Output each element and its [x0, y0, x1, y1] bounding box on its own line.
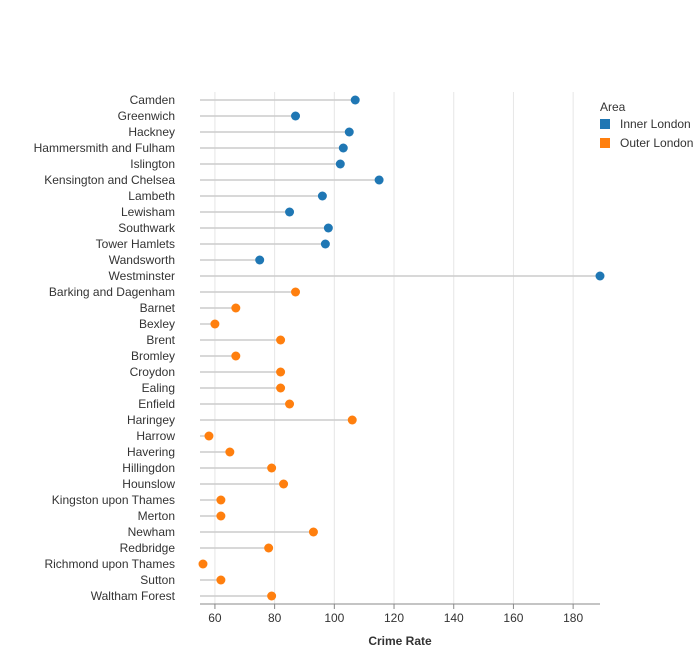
dot-merton [216, 511, 226, 521]
category-label-brent: Brent [146, 333, 175, 347]
dot-camden [350, 95, 360, 105]
category-label-greenwich: Greenwich [118, 109, 175, 123]
dot-kingston-upon-thames [216, 495, 226, 505]
x-axis-title: Crime Rate [368, 634, 432, 648]
category-label-haringey: Haringey [127, 413, 175, 427]
dot-barking-and-dagenham [291, 287, 301, 297]
legend-label-inner-london: Inner London [620, 117, 691, 131]
category-label-barnet: Barnet [140, 301, 176, 315]
dot-wandsworth [255, 255, 265, 265]
category-label-islington: Islington [130, 157, 175, 171]
tick-label-160: 160 [503, 611, 523, 625]
dot-hillingdon [267, 463, 277, 473]
dot-hackney [344, 127, 354, 137]
grid-lines [214, 92, 574, 604]
category-label-barking-and-dagenham: Barking and Dagenham [49, 285, 175, 299]
category-label-lambeth: Lambeth [128, 189, 175, 203]
dot-kensington-and-chelsea [374, 175, 384, 185]
category-label-waltham-forest: Waltham Forest [91, 589, 176, 603]
category-label-kingston-upon-thames: Kingston upon Thames [52, 493, 175, 507]
dot-westminster [595, 271, 605, 281]
dot-waltham-forest [267, 591, 277, 601]
category-label-bromley: Bromley [131, 349, 175, 363]
dot-hounslow [279, 479, 289, 489]
category-label-bexley: Bexley [139, 317, 175, 331]
dot-lambeth [317, 191, 327, 201]
tick-label-60: 60 [208, 611, 222, 625]
legend-title: Area [600, 100, 626, 114]
category-label-havering: Havering [127, 445, 175, 459]
dot-redbridge [264, 543, 274, 553]
category-label-newham: Newham [128, 525, 175, 539]
dot-southwark [323, 223, 333, 233]
dot-greenwich [291, 111, 301, 121]
legend-entries: Inner London Outer London [600, 117, 693, 150]
category-label-westminster: Westminster [109, 269, 175, 283]
category-label-tower-hamlets: Tower Hamlets [96, 237, 175, 251]
category-label-hillingdon: Hillingdon [122, 461, 175, 475]
category-label-sutton: Sutton [140, 573, 175, 587]
tick-label-180: 180 [563, 611, 583, 625]
dot-harrow [204, 431, 214, 441]
category-label-ealing: Ealing [142, 381, 175, 395]
legend: Area Inner London Outer London [600, 100, 693, 150]
legend-label-outer-london: Outer London [620, 136, 693, 150]
category-labels: Camden Greenwich Hackney Hammersmith and Fu… [34, 93, 176, 603]
category-label-merton: Merton [138, 509, 175, 523]
category-label-redbridge: Redbridge [120, 541, 176, 555]
dot-lewisham [285, 207, 295, 217]
category-label-hounslow: Hounslow [122, 477, 175, 491]
legend-swatch-outer-london [600, 138, 610, 148]
dot-bromley [231, 351, 241, 361]
dot-enfield [285, 399, 295, 409]
dot-croydon [276, 367, 286, 377]
tick-label-80: 80 [268, 611, 282, 625]
category-label-wandsworth: Wandsworth [109, 253, 175, 267]
legend-swatch-inner-london [600, 119, 610, 129]
dot-hammersmith-and-fulham [338, 143, 348, 153]
category-label-hammersmith-and-fulham: Hammersmith and Fulham [34, 141, 175, 155]
category-label-enfield: Enfield [138, 397, 175, 411]
dot-barnet [231, 303, 241, 313]
category-label-southwark: Southwark [118, 221, 176, 235]
category-label-camden: Camden [130, 93, 175, 107]
category-label-kensington-and-chelsea: Kensington and Chelsea [44, 173, 175, 187]
lollipop-dots [198, 95, 605, 601]
dot-brent [276, 335, 286, 345]
dot-richmond-upon-thames [198, 559, 208, 569]
category-label-lewisham: Lewisham [121, 205, 175, 219]
tick-label-120: 120 [384, 611, 404, 625]
dot-tower-hamlets [320, 239, 330, 249]
dot-islington [335, 159, 345, 169]
tick-label-140: 140 [444, 611, 464, 625]
x-axis-ticks: 60 80 100 120 140 160 180 [208, 604, 583, 625]
lollipop-stems [200, 99, 600, 597]
category-label-harrow: Harrow [136, 429, 175, 443]
dot-bexley [210, 319, 220, 329]
category-label-croydon: Croydon [130, 365, 175, 379]
dot-haringey [347, 415, 357, 425]
category-label-richmond-upon-thames: Richmond upon Thames [44, 557, 175, 571]
tick-label-100: 100 [324, 611, 344, 625]
category-label-hackney: Hackney [128, 125, 175, 139]
dot-newham [308, 527, 318, 537]
dot-havering [225, 447, 235, 457]
dot-ealing [276, 383, 286, 393]
dot-sutton [216, 575, 226, 585]
